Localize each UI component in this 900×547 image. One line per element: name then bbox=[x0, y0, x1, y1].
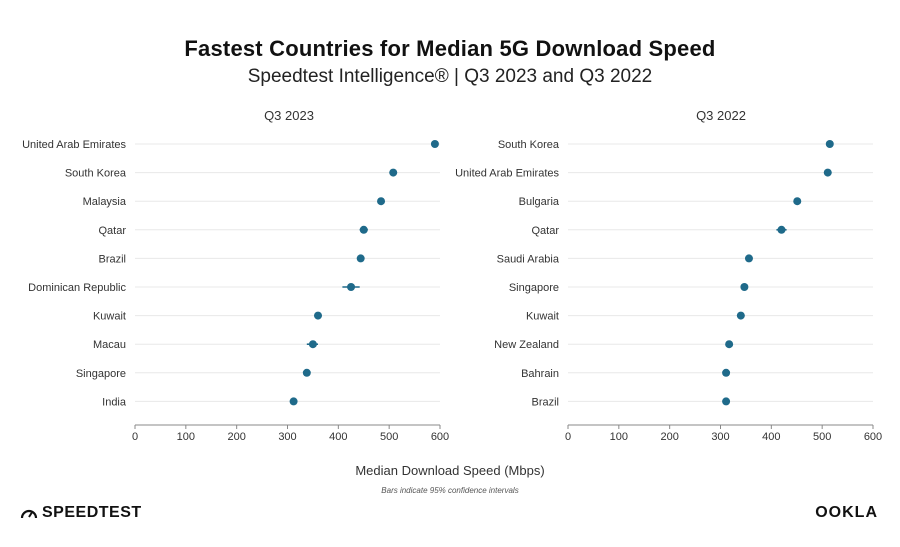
x-tick-label: 0 bbox=[132, 431, 138, 443]
data-point bbox=[314, 311, 322, 320]
data-point bbox=[359, 225, 368, 234]
x-tick-label: 300 bbox=[711, 431, 729, 443]
category-label: Qatar bbox=[531, 225, 559, 237]
chart-subtitle: Speedtest Intelligence® | Q3 2023 and Q3… bbox=[247, 66, 653, 87]
data-point bbox=[356, 254, 365, 263]
x-tick-label: 400 bbox=[762, 431, 780, 443]
x-tick-label: 500 bbox=[813, 431, 831, 443]
category-label: Qatar bbox=[98, 225, 126, 237]
category-label: Bahrain bbox=[521, 368, 559, 380]
data-point bbox=[430, 140, 439, 148]
category-label: United Arab Emirates bbox=[22, 139, 126, 151]
speedtest-logo-text: SPEEDTEST bbox=[42, 504, 142, 521]
confidence-note: Bars indicate 95% confidence intervals bbox=[381, 486, 519, 495]
data-point bbox=[347, 283, 356, 291]
category-label: United Arab Emirates bbox=[455, 168, 559, 180]
category-label: Singapore bbox=[76, 368, 126, 380]
data-point bbox=[302, 368, 311, 377]
x-tick-label: 600 bbox=[864, 431, 882, 443]
category-label: Brazil bbox=[98, 253, 126, 265]
data-point bbox=[736, 311, 745, 320]
data-point bbox=[793, 197, 802, 206]
panel-title-q3-2022: Q3 2022 bbox=[696, 108, 746, 123]
speedtest-logo: SPEEDTEST bbox=[20, 504, 142, 522]
category-label: Kuwait bbox=[526, 311, 559, 323]
x-tick-label: 100 bbox=[177, 431, 195, 443]
category-label: India bbox=[102, 396, 127, 408]
x-tick-label: 0 bbox=[565, 431, 571, 443]
category-label: South Korea bbox=[498, 139, 560, 151]
x-tick-label: 400 bbox=[329, 431, 347, 443]
x-tick-label: 200 bbox=[227, 431, 245, 443]
chart-title: Fastest Countries for Median 5G Download… bbox=[184, 36, 716, 61]
category-label: Kuwait bbox=[93, 311, 126, 323]
x-axis-label: Median Download Speed (Mbps) bbox=[355, 463, 545, 478]
category-label: Macau bbox=[93, 339, 126, 351]
data-point bbox=[377, 197, 386, 206]
data-point bbox=[823, 168, 832, 177]
x-tick-label: 300 bbox=[278, 431, 296, 443]
category-label: Malaysia bbox=[83, 196, 127, 208]
data-point bbox=[308, 340, 317, 349]
x-tick-label: 200 bbox=[660, 431, 678, 443]
data-point bbox=[289, 397, 298, 406]
data-point bbox=[725, 340, 734, 349]
x-tick-label: 500 bbox=[380, 431, 398, 443]
category-label: Singapore bbox=[509, 282, 559, 294]
ookla-logo: OOKLA bbox=[815, 504, 878, 521]
data-point bbox=[825, 140, 834, 148]
speedometer-icon bbox=[20, 509, 38, 519]
data-point bbox=[740, 283, 749, 291]
data-point bbox=[777, 225, 786, 234]
x-tick-label: 600 bbox=[431, 431, 449, 443]
category-label: Bulgaria bbox=[519, 196, 560, 208]
x-tick-label: 100 bbox=[610, 431, 628, 443]
panel-title-q3-2023: Q3 2023 bbox=[264, 108, 314, 123]
category-label: Dominican Republic bbox=[28, 282, 126, 294]
data-point bbox=[722, 397, 731, 406]
category-label: South Korea bbox=[65, 168, 127, 180]
category-label: Saudi Arabia bbox=[497, 253, 560, 265]
data-point bbox=[389, 168, 398, 177]
data-point bbox=[744, 254, 753, 263]
category-label: Brazil bbox=[531, 396, 559, 408]
data-point bbox=[722, 368, 731, 377]
category-label: New Zealand bbox=[494, 339, 559, 351]
